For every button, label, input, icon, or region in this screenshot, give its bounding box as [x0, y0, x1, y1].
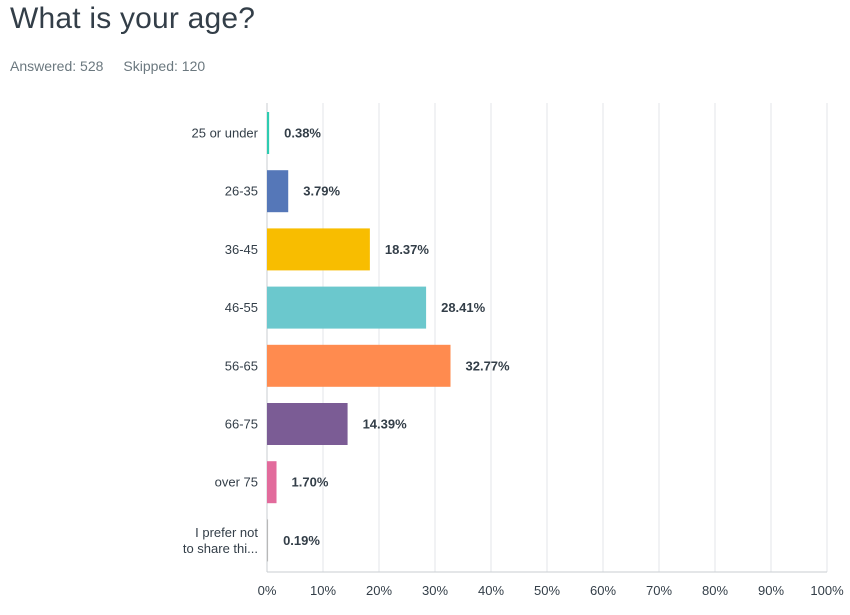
x-tick-label: 100% [810, 583, 844, 598]
category-label: 46-55 [225, 300, 258, 315]
answered-stat: Answered: 528 [10, 58, 103, 74]
category-label-line: 26-35 [225, 184, 258, 199]
question-title: What is your age? [10, 2, 256, 35]
category-label-line: 56-65 [225, 358, 258, 373]
category-label: over 75 [215, 475, 258, 490]
bar [267, 112, 270, 154]
x-tick-label: 90% [758, 583, 784, 598]
category-label: 36-45 [225, 242, 258, 257]
category-label: I prefer not to share thi... [183, 525, 259, 556]
value-label: 14.39% [363, 417, 408, 432]
value-label: 0.19% [283, 533, 320, 548]
value-label: 18.37% [385, 242, 430, 257]
value-label: 28.41% [441, 300, 486, 315]
category-label: 25 or under [192, 126, 259, 141]
category-label-line: 46-55 [225, 300, 258, 315]
value-label: 0.38% [284, 126, 321, 141]
x-tick-label: 60% [590, 583, 616, 598]
category-label-line: 25 or under [192, 126, 259, 141]
category-label: 56-65 [225, 358, 258, 373]
bar [267, 403, 348, 445]
x-tick-label: 0% [258, 583, 277, 598]
x-tick-label: 70% [646, 583, 672, 598]
bar [267, 519, 269, 562]
bar [267, 228, 370, 271]
answered-label: Answered: [10, 58, 77, 74]
bar [267, 286, 427, 329]
category-label: 66-75 [225, 417, 258, 432]
value-label: 3.79% [303, 184, 340, 199]
x-tick-label: 50% [534, 583, 560, 598]
category-label: 26-35 [225, 184, 258, 199]
category-label-line: over 75 [215, 475, 258, 490]
x-tick-label: 80% [702, 583, 728, 598]
x-tick-label: 30% [422, 583, 448, 598]
value-label: 32.77% [466, 358, 511, 373]
category-label-line: 66-75 [225, 417, 258, 432]
value-label: 1.70% [292, 475, 329, 490]
response-stats: Answered: 528 Skipped: 120 [10, 58, 205, 74]
bar [267, 344, 451, 387]
category-label-line: 36-45 [225, 242, 258, 257]
x-tick-label: 40% [478, 583, 504, 598]
bar [267, 170, 289, 213]
answered-count: 528 [80, 58, 104, 74]
bar [267, 461, 277, 504]
x-tick-label: 10% [310, 583, 336, 598]
skipped-stat: Skipped: 120 [123, 58, 205, 74]
skipped-count: 120 [181, 58, 206, 74]
skipped-label: Skipped: [123, 58, 178, 74]
x-tick-label: 20% [366, 583, 392, 598]
category-label-line: to share thi... [183, 541, 258, 556]
category-label-line: I prefer not [195, 525, 258, 540]
